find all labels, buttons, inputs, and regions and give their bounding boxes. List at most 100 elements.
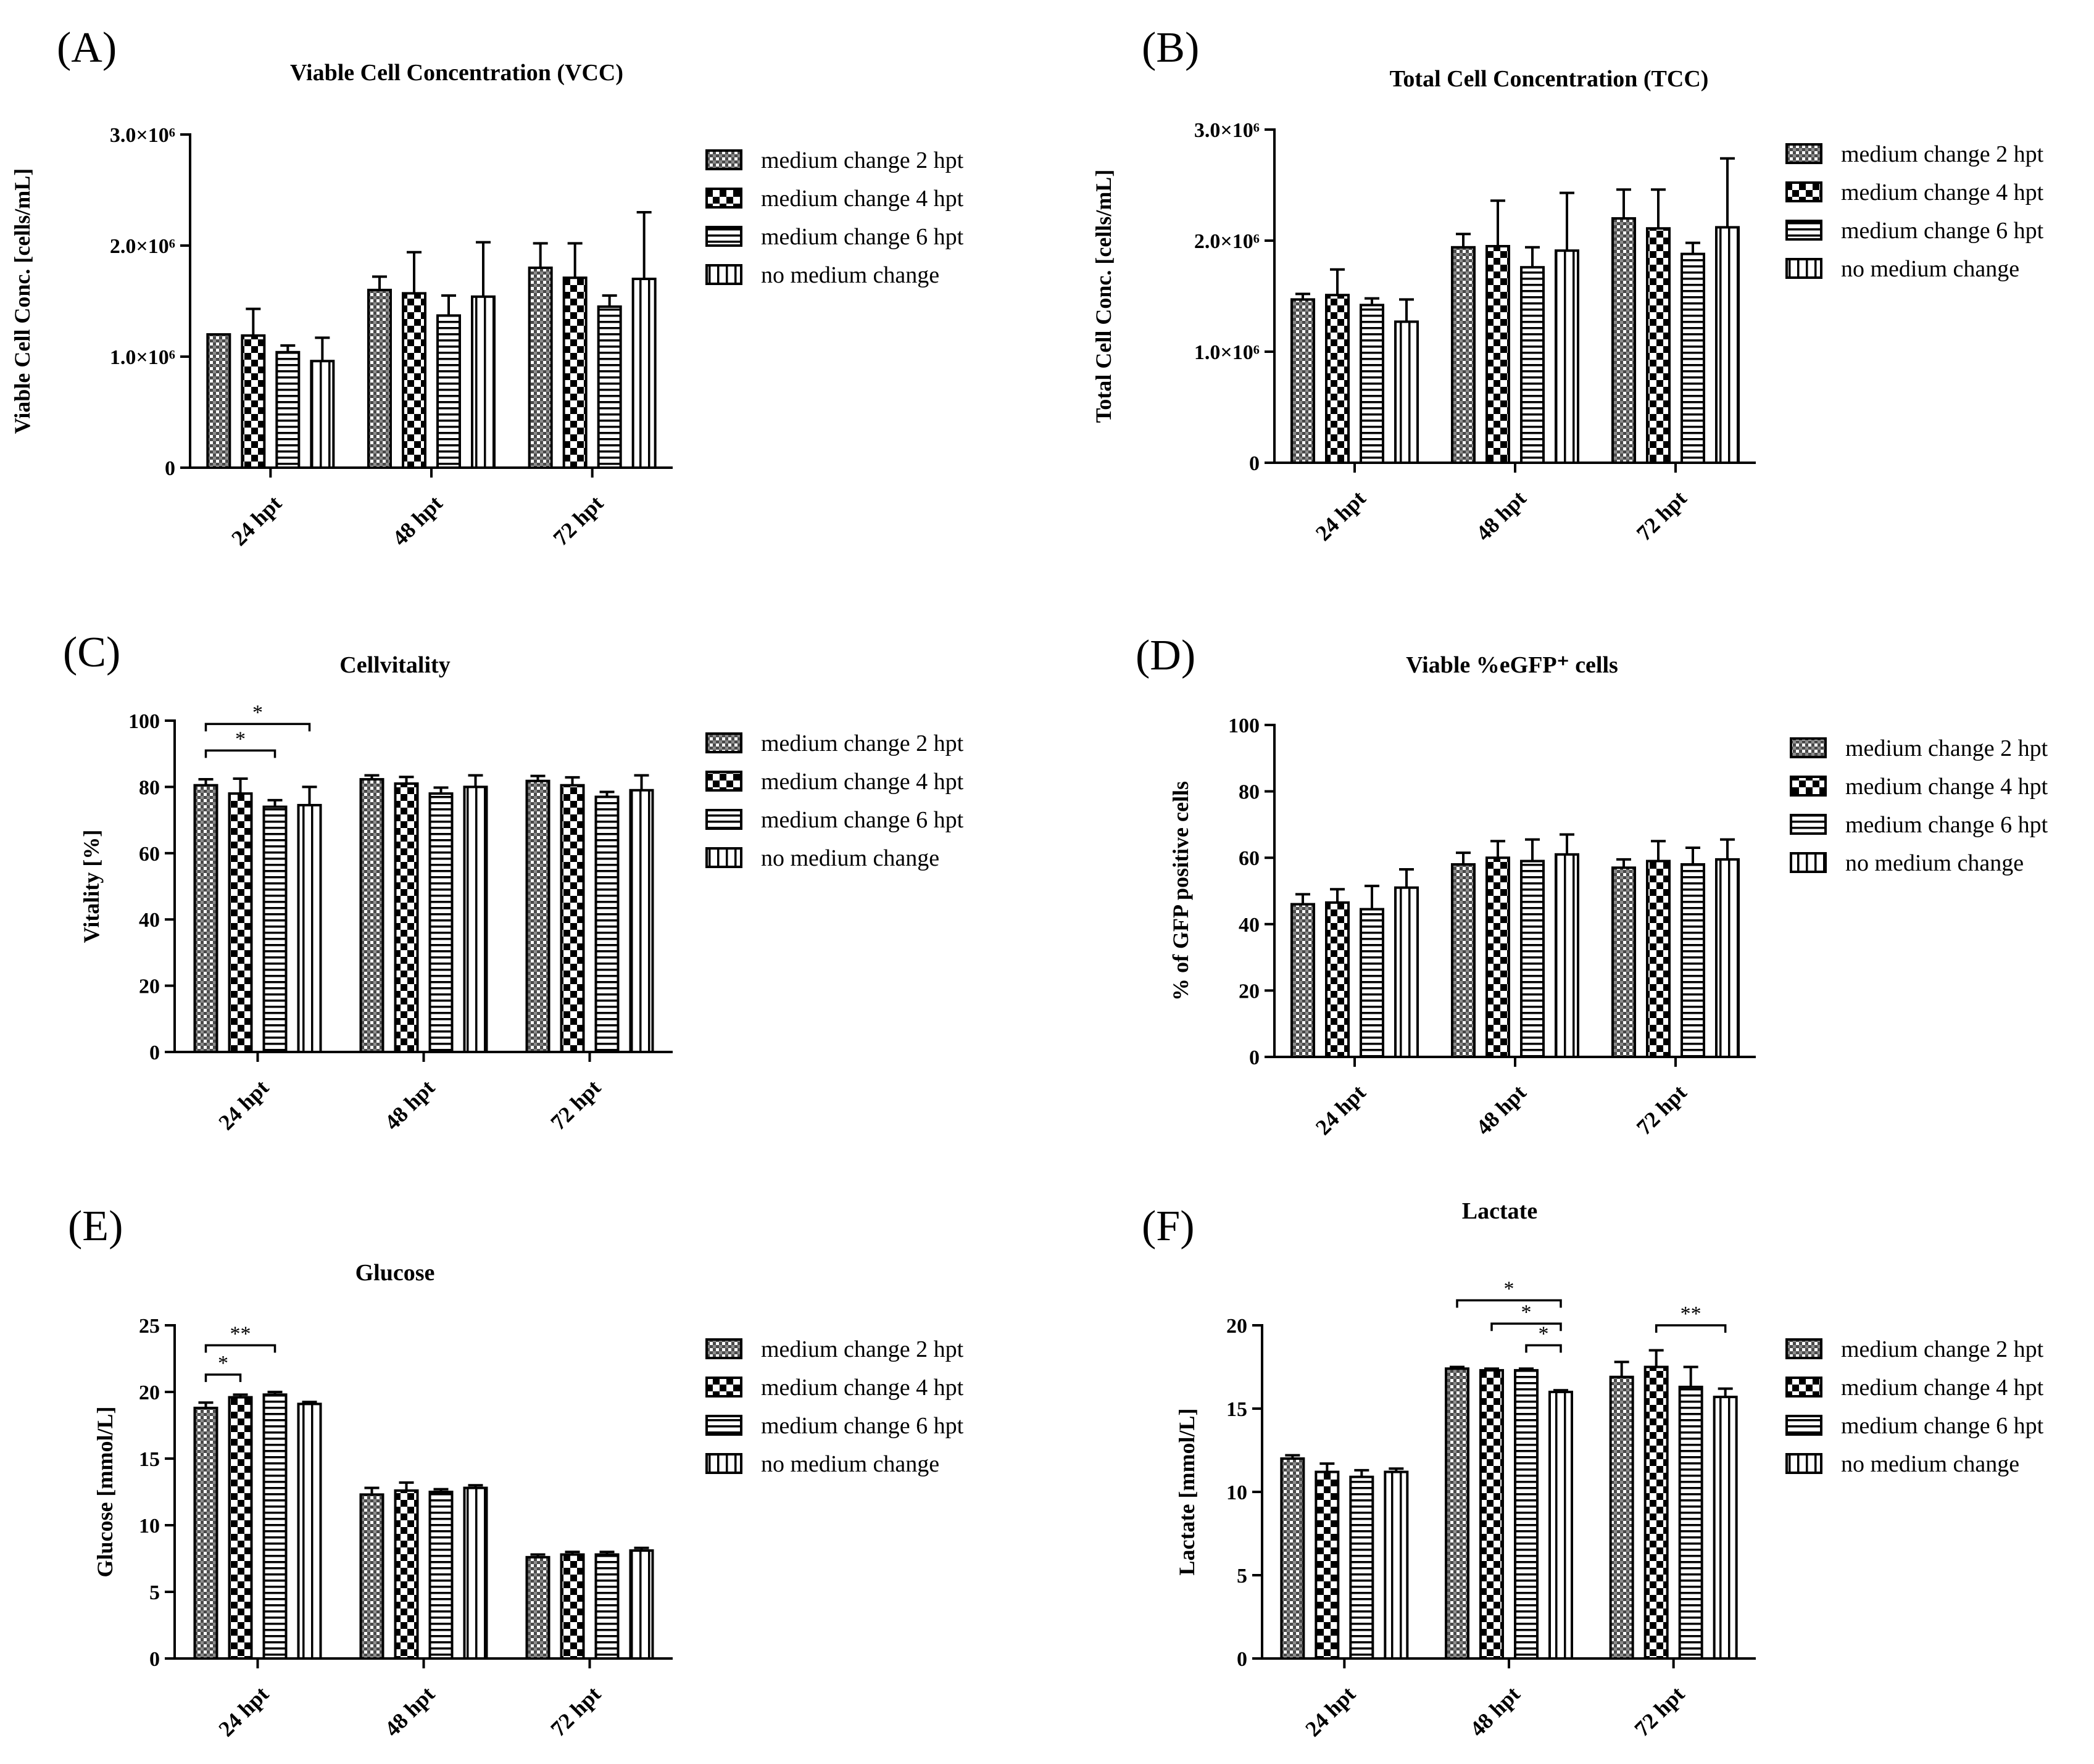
legend-label: medium change 6 hpt — [761, 807, 964, 833]
legend-label: medium change 4 hpt — [761, 769, 964, 795]
bar — [1479, 1369, 1504, 1660]
legend-label: medium change 2 hpt — [1841, 141, 2044, 167]
legend-swatch — [705, 1338, 742, 1359]
bar — [1360, 908, 1384, 1058]
bar — [1394, 886, 1419, 1058]
bar — [525, 779, 551, 1053]
bar — [1646, 859, 1671, 1058]
legend-label: medium change 4 hpt — [1845, 774, 2048, 800]
y-tick-label: 15 — [1226, 1398, 1247, 1421]
bar — [1555, 853, 1579, 1058]
y-axis-title: Total Cell Conc. [cells/mL] — [1091, 170, 1116, 423]
x-category-label: 24 hpt — [1300, 1681, 1360, 1741]
legend-swatch — [1790, 852, 1827, 873]
y-axis-title: Lactate [mmol/L] — [1174, 1409, 1199, 1576]
bar — [228, 792, 253, 1053]
legend-label: medium change 2 hpt — [1845, 735, 2048, 761]
y-tick-label: 60 — [139, 843, 160, 866]
legend-swatch — [705, 1377, 742, 1398]
bar — [1520, 266, 1545, 464]
legend-label: medium change 4 hpt — [761, 1375, 964, 1401]
bar — [394, 782, 419, 1054]
y-tick-label: 40 — [139, 909, 160, 932]
chart-title: Glucose — [355, 1260, 435, 1286]
chart-title: Total Cell Concentration (TCC) — [1390, 66, 1709, 92]
bar — [262, 805, 288, 1053]
bar — [428, 1491, 454, 1660]
bar — [1445, 1367, 1469, 1660]
significance-label: ** — [230, 1322, 251, 1345]
x-category-label: 24 hpt — [214, 1681, 273, 1741]
bar — [1325, 294, 1350, 464]
legend-swatch — [705, 771, 742, 792]
bar — [463, 1486, 488, 1660]
legend-swatch — [1785, 258, 1822, 279]
bar — [241, 334, 266, 469]
bar — [297, 803, 322, 1054]
bar — [275, 350, 301, 469]
bar — [1315, 1470, 1340, 1660]
legend-swatch — [1785, 220, 1822, 241]
x-category-label: 48 hpt — [380, 1681, 439, 1741]
bar — [1290, 298, 1315, 464]
legend-swatch — [1790, 776, 1827, 797]
significance-label: * — [218, 1352, 228, 1375]
significance-label: * — [1521, 1301, 1532, 1323]
y-tick-label: 100 — [128, 710, 160, 733]
y-tick-label: 1.0×10⁶ — [110, 346, 175, 369]
y-tick-label: 10 — [1226, 1481, 1247, 1504]
y-tick-label: 1.0×10⁶ — [1194, 341, 1260, 364]
y-tick-label: 20 — [139, 975, 160, 998]
bar — [1643, 1365, 1669, 1660]
legend-swatch — [705, 226, 742, 247]
bar — [1514, 1369, 1539, 1660]
legend-label: medium change 4 hpt — [1841, 1375, 2044, 1401]
significance-bracket — [204, 1344, 276, 1353]
chart-panel-c: (C) Cellvitality Vitality [%] 0 20 40 60 80 100 2… — [63, 629, 964, 1135]
y-axis-title: Viable Cell Conc. [cells/mL] — [10, 168, 35, 434]
legend-label: medium change 6 hpt — [761, 1413, 964, 1439]
chart-title: Viable %eGFP⁺ cells — [1406, 652, 1618, 678]
bar — [1555, 249, 1579, 464]
panel-letter: (F) — [1142, 1203, 1195, 1250]
x-category-label: 72 hpt — [546, 1681, 605, 1741]
bar — [297, 1402, 322, 1660]
y-tick-label: 5 — [149, 1581, 160, 1604]
x-category-label: 72 hpt — [1632, 1080, 1692, 1140]
significance-bracket — [1655, 1324, 1727, 1333]
legend-label: medium change 2 hpt — [761, 147, 964, 173]
chart-panel-d: (D) Viable %eGFP⁺ cells % of GFP positive … — [1136, 632, 2048, 1140]
bar — [1360, 304, 1384, 464]
bar — [262, 1393, 288, 1660]
y-tick-label: 10 — [139, 1515, 160, 1538]
x-category-label: 48 hpt — [1471, 1080, 1531, 1140]
y-tick-label: 0 — [1249, 452, 1260, 475]
legend-swatch — [1785, 1377, 1822, 1398]
x-category-label: 48 hpt — [1465, 1681, 1525, 1741]
panel-letter: (C) — [63, 629, 120, 676]
bar — [560, 1553, 585, 1660]
legend-swatch — [1785, 143, 1822, 164]
legend-label: medium change 2 hpt — [1841, 1336, 2044, 1362]
legend-label: medium change 2 hpt — [761, 1336, 964, 1362]
y-tick-label: 15 — [139, 1448, 160, 1471]
y-tick-label: 2.0×10⁶ — [110, 235, 175, 258]
bar — [1715, 858, 1740, 1058]
y-tick-label: 0 — [149, 1041, 160, 1064]
legend-swatch — [705, 732, 742, 753]
legend-label: medium change 6 hpt — [1841, 1413, 2044, 1439]
bar — [367, 289, 392, 469]
legend-swatch — [705, 188, 742, 209]
legend-swatch — [1790, 737, 1827, 758]
bar — [1451, 246, 1476, 464]
bar — [1548, 1391, 1573, 1660]
significance-label: * — [235, 727, 246, 750]
legend-swatch — [705, 1453, 742, 1474]
x-category-label: 24 hpt — [214, 1075, 273, 1135]
bar — [525, 1555, 551, 1660]
x-category-label: 24 hpt — [226, 491, 286, 550]
bar — [206, 333, 231, 469]
panel-letter: (E) — [68, 1203, 123, 1250]
bar — [597, 305, 622, 469]
legend-label: medium change 6 hpt — [1845, 812, 2048, 838]
